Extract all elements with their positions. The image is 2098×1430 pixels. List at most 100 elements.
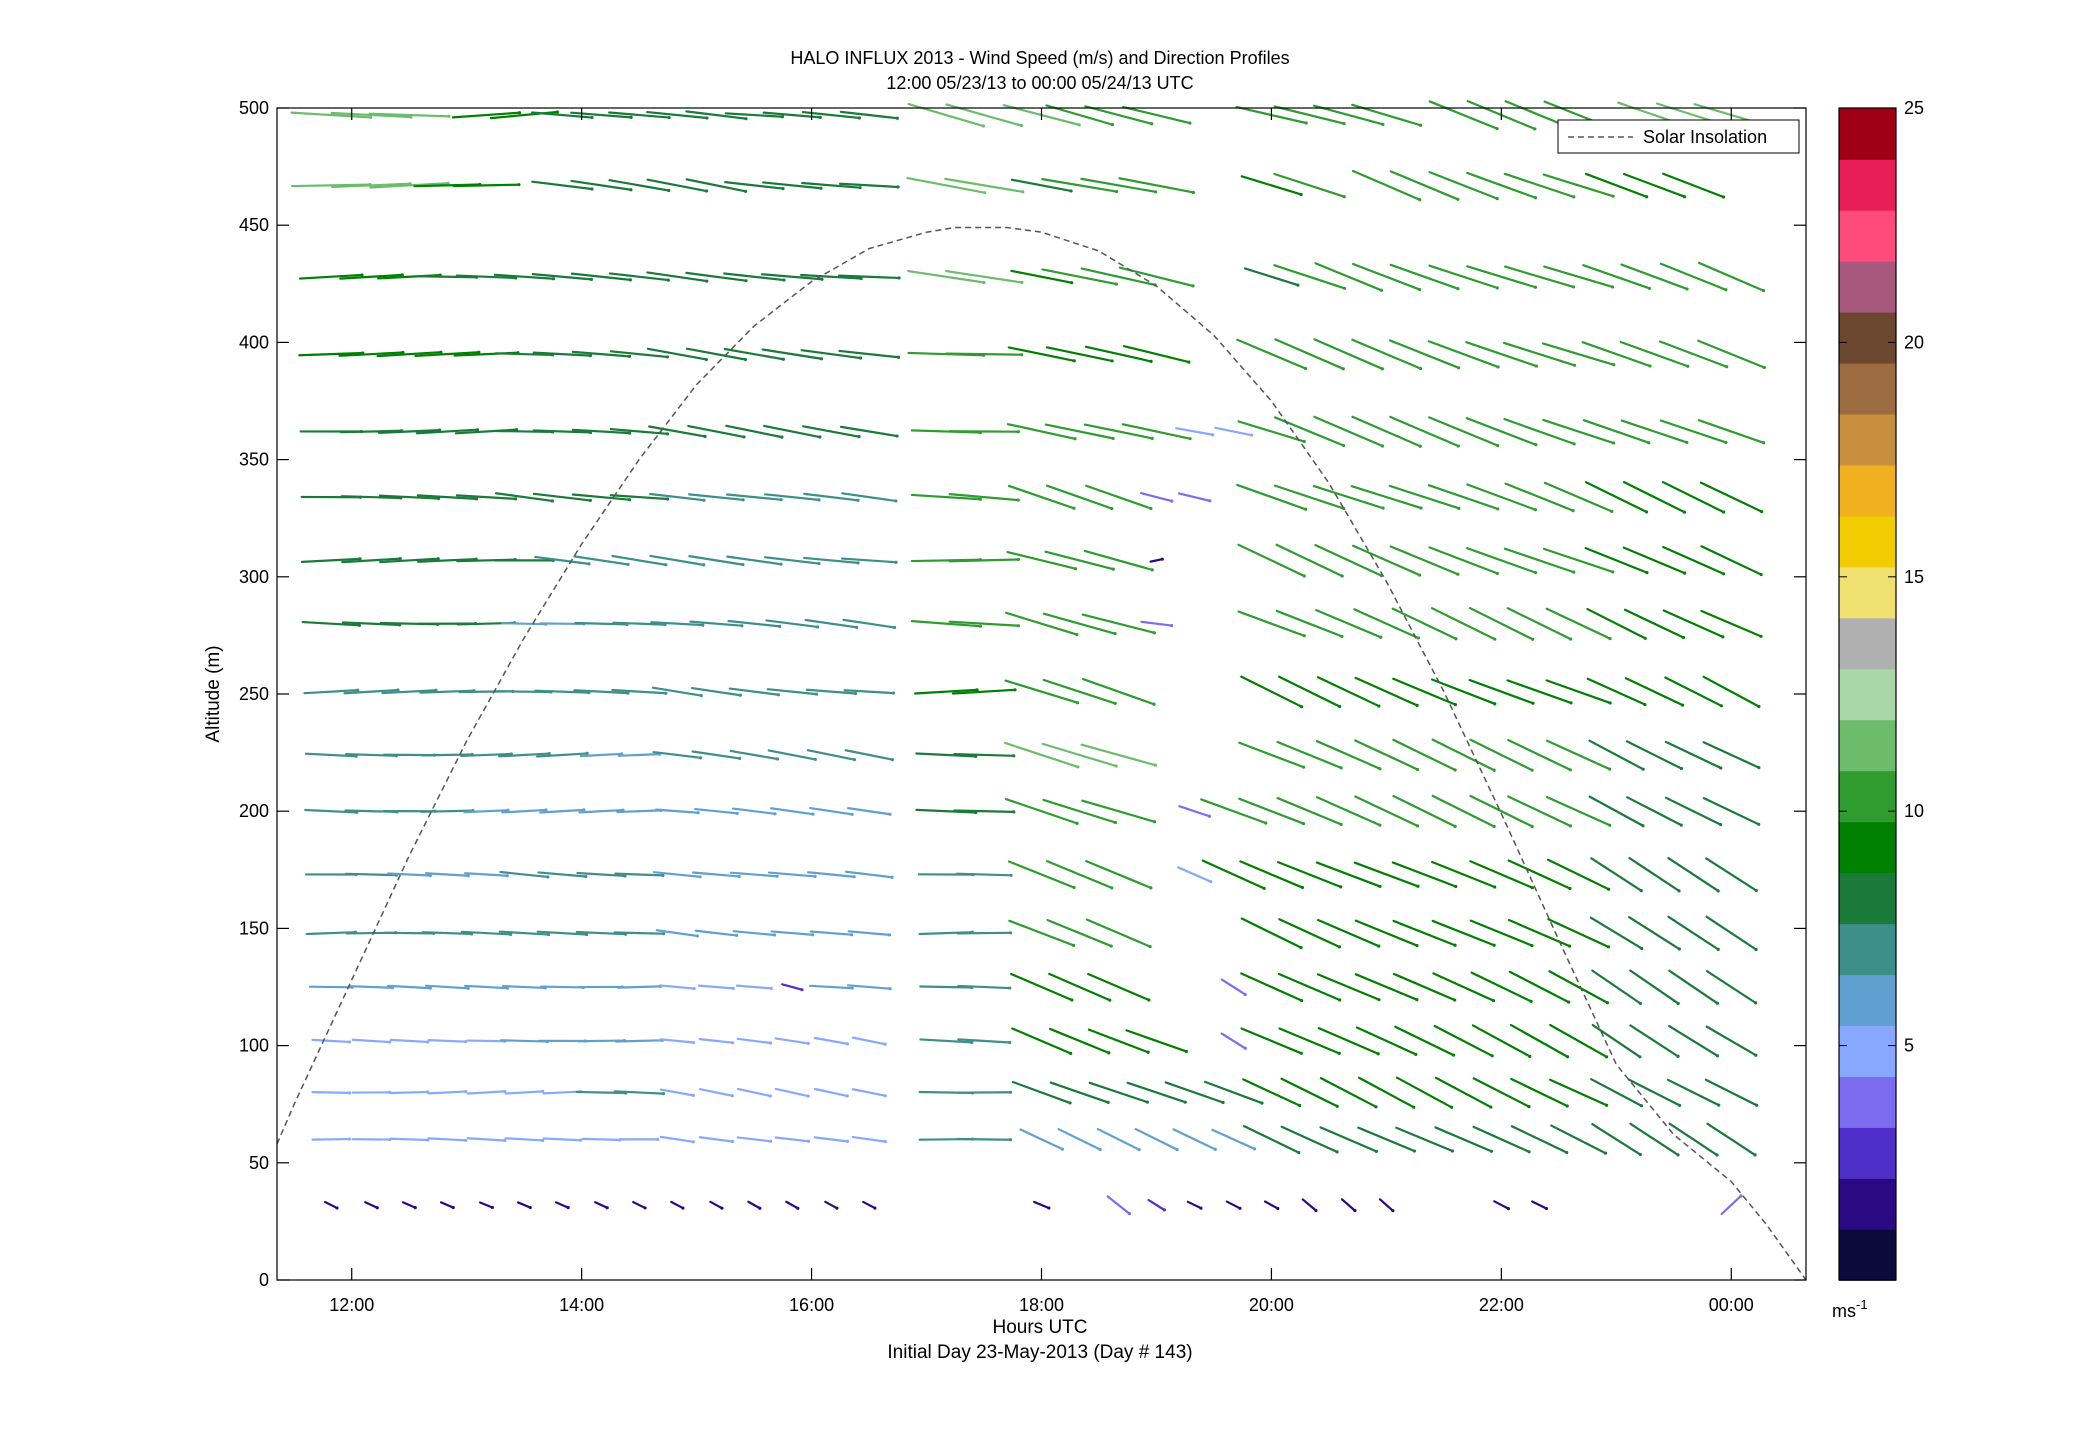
wind-barb: [700, 1137, 734, 1143]
wind-barb: [1222, 1034, 1247, 1050]
wind-barb: [1007, 552, 1077, 570]
wind-barb: [1544, 175, 1615, 198]
wind-barb: [1009, 486, 1076, 510]
y-tick-label: 300: [239, 567, 269, 587]
wind-barb: [958, 1138, 1012, 1141]
wind-barb: [429, 1090, 468, 1093]
wind-barb: [1141, 622, 1173, 627]
colorbar-swatch: [1839, 1076, 1896, 1128]
wind-barb: [1355, 863, 1420, 888]
wind-barb: [710, 1202, 723, 1210]
wind-barb: [738, 1089, 772, 1098]
wind-barb: [1433, 796, 1496, 828]
wind-barb: [1547, 741, 1611, 771]
wind-barb: [737, 986, 773, 990]
wind-barb: [1275, 486, 1346, 511]
wind-barb: [1429, 341, 1500, 368]
wind-barb: [1630, 971, 1680, 1006]
wind-barb: [849, 931, 891, 936]
wind-barb: [1318, 920, 1380, 948]
wind-barb: [1707, 1027, 1758, 1057]
wind-barb: [782, 984, 803, 991]
x-tick-label: 18:00: [1019, 1295, 1064, 1315]
wind-barb: [815, 1137, 849, 1143]
wind-barb: [1203, 861, 1266, 890]
wind-barb: [1089, 1030, 1150, 1054]
wind-barb: [1047, 486, 1113, 510]
wind-barb: [1532, 1202, 1548, 1211]
wind-barb: [1049, 974, 1111, 1002]
wind-barb: [1317, 741, 1382, 770]
wind-barb: [1108, 1196, 1131, 1215]
wind-barb: [1279, 677, 1341, 708]
wind-barb: [1275, 174, 1346, 198]
wind-barb: [1543, 420, 1615, 445]
wind-barb: [1433, 921, 1496, 947]
wind-barb: [841, 427, 899, 438]
wind-barb: [853, 1137, 887, 1143]
wind-barb: [1708, 1124, 1757, 1157]
wind-barb: [653, 752, 702, 759]
wind-barb: [1707, 971, 1757, 1004]
wind-barb: [544, 1139, 583, 1142]
wind-barb: [465, 873, 509, 877]
wind-barb: [1009, 921, 1075, 947]
wind-barb: [1467, 484, 1537, 511]
wind-barb: [1317, 797, 1381, 827]
wind-barb: [1467, 548, 1537, 574]
colorbar-swatch: [1839, 1025, 1896, 1077]
wind-barb: [1661, 421, 1728, 445]
wind-barb: [1394, 796, 1457, 828]
wind-barb: [1430, 172, 1499, 200]
wind-barb: [1624, 482, 1686, 514]
chart-title: HALO INFLUX 2013 - Wind Speed (m/s) and …: [790, 48, 1289, 68]
wind-barb: [1044, 680, 1117, 705]
wind-barb: [671, 1202, 684, 1210]
wind-barb: [1127, 1030, 1188, 1053]
wind-barb: [1215, 428, 1253, 437]
wind-barb: [1471, 796, 1534, 828]
wind-barb: [1212, 1130, 1256, 1151]
wind-barb: [1059, 1129, 1102, 1151]
wind-barb: [1467, 418, 1538, 446]
wind-barb: [733, 809, 777, 816]
wind-barb: [1315, 263, 1383, 292]
wind-barb: [1239, 545, 1306, 578]
wind-barb: [772, 931, 814, 936]
wind-barb: [1352, 486, 1423, 509]
x-tick-label: 12:00: [329, 1295, 374, 1315]
wind-barb: [429, 1138, 468, 1142]
colorbar-swatch: [1839, 363, 1896, 415]
colorbar-tick-label: 10: [1904, 801, 1924, 821]
wind-barb: [313, 1040, 352, 1044]
wind-barb: [810, 986, 854, 990]
wind-barb: [1085, 106, 1153, 125]
colorbar-tick-label: 15: [1904, 567, 1924, 587]
wind-barb: [1547, 797, 1611, 827]
wind-barb: [1278, 862, 1342, 888]
wind-barb: [1630, 1124, 1679, 1157]
wind-barb: [771, 808, 814, 816]
wind-barb: [1237, 485, 1307, 511]
wind-barb: [1669, 971, 1719, 1005]
colorbar-unit-base: ms: [1832, 1301, 1856, 1321]
colorbar-tick-label: 5: [1904, 1036, 1914, 1056]
wind-barb: [853, 1038, 887, 1046]
wind-barb: [1356, 678, 1419, 707]
wind-barb: [1315, 339, 1384, 370]
colorbar-tick-label: 20: [1904, 332, 1924, 352]
wind-barb: [1356, 921, 1419, 948]
wind-barb: [1239, 799, 1305, 825]
wind-barb: [1083, 679, 1156, 706]
colorbar-swatch: [1839, 465, 1896, 517]
wind-barb: [1353, 264, 1421, 291]
wind-barb: [699, 986, 735, 990]
wind-barb: [1467, 173, 1537, 199]
wind-barb: [1179, 493, 1211, 502]
y-tick-label: 400: [239, 332, 269, 352]
y-tick-label: 500: [239, 98, 269, 118]
legend: Solar Insolation: [1558, 120, 1799, 153]
wind-barb: [1082, 745, 1157, 767]
wind-barb: [1430, 101, 1499, 130]
